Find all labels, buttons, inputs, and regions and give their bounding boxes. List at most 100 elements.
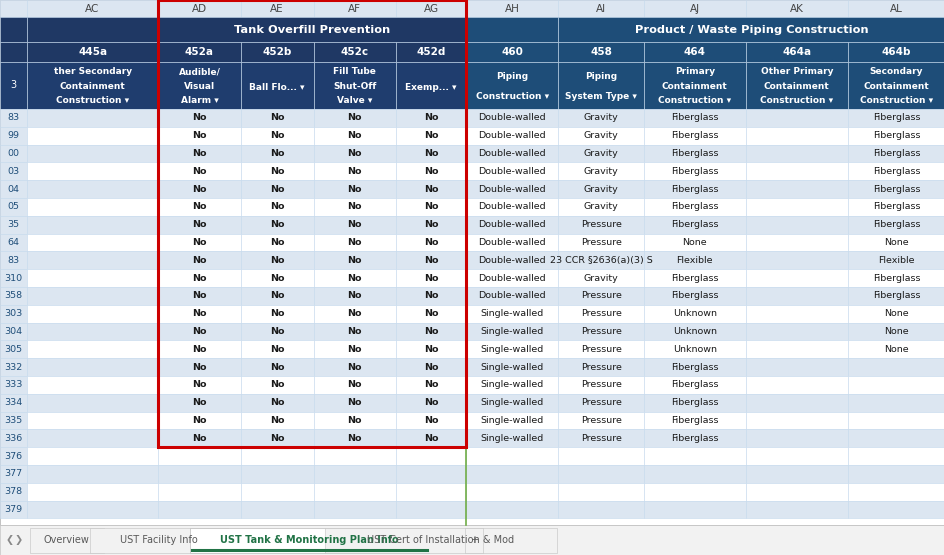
Bar <box>465 376 558 394</box>
Bar <box>643 430 745 447</box>
Bar <box>643 394 745 412</box>
Bar <box>558 322 643 340</box>
Bar <box>0 180 27 198</box>
Bar <box>325 527 556 552</box>
Bar <box>158 465 241 483</box>
Bar <box>558 394 643 412</box>
Bar <box>27 18 158 42</box>
Bar <box>558 358 643 376</box>
Bar <box>313 109 396 127</box>
Bar <box>396 322 465 340</box>
Bar <box>465 287 558 305</box>
Bar <box>396 376 465 394</box>
Text: Construction ▾: Construction ▾ <box>658 96 731 105</box>
Text: 23 CCR §2636(a)(3) S: 23 CCR §2636(a)(3) S <box>549 256 651 265</box>
Text: No: No <box>347 167 362 176</box>
Bar <box>465 109 558 127</box>
Text: Double-walled: Double-walled <box>478 274 546 282</box>
Text: No: No <box>270 416 284 425</box>
Bar <box>158 0 241 18</box>
Bar <box>27 127 158 145</box>
Bar <box>27 163 158 180</box>
Bar <box>27 501 158 518</box>
Bar <box>27 394 158 412</box>
Bar <box>313 180 396 198</box>
Text: No: No <box>270 309 284 318</box>
Text: AK: AK <box>789 4 803 14</box>
Text: Single-walled: Single-walled <box>480 434 544 443</box>
Bar <box>745 198 847 216</box>
Bar <box>0 216 27 234</box>
Bar <box>0 42 27 62</box>
Text: No: No <box>270 362 284 372</box>
Bar <box>396 198 465 216</box>
Bar <box>396 42 465 62</box>
Bar <box>558 305 643 322</box>
Bar <box>27 322 158 340</box>
Text: ❯: ❯ <box>15 535 23 545</box>
Bar <box>313 483 396 501</box>
Text: Double-walled: Double-walled <box>478 203 546 211</box>
Bar <box>396 180 465 198</box>
Bar <box>158 269 241 287</box>
Text: 310: 310 <box>5 274 23 282</box>
Text: Fiberglass: Fiberglass <box>871 203 919 211</box>
Bar <box>158 234 241 251</box>
Text: No: No <box>424 274 438 282</box>
Bar <box>465 340 558 358</box>
Bar <box>0 412 27 430</box>
Text: AI: AI <box>596 4 605 14</box>
Bar <box>643 163 745 180</box>
Text: No: No <box>424 113 438 123</box>
Text: Double-walled: Double-walled <box>478 149 546 158</box>
Bar <box>396 234 465 251</box>
Bar <box>396 269 465 287</box>
Bar <box>0 483 27 501</box>
Bar <box>745 305 847 322</box>
Text: No: No <box>270 149 284 158</box>
Text: 452b: 452b <box>262 47 292 57</box>
Bar <box>558 198 643 216</box>
Bar <box>643 483 745 501</box>
Bar <box>745 109 847 127</box>
Bar <box>558 340 643 358</box>
Text: No: No <box>347 238 362 247</box>
Text: Pressure: Pressure <box>580 380 621 390</box>
Bar <box>0 501 27 518</box>
Bar <box>396 145 465 163</box>
Bar <box>465 180 558 198</box>
Text: AE: AE <box>270 4 283 14</box>
Text: No: No <box>347 149 362 158</box>
Bar <box>27 109 158 127</box>
Bar <box>0 376 27 394</box>
Bar <box>745 145 847 163</box>
Text: Single-walled: Single-walled <box>480 362 544 372</box>
Bar <box>241 501 313 518</box>
Text: Fiberglass: Fiberglass <box>670 167 717 176</box>
Bar <box>847 465 944 483</box>
Text: Gravity: Gravity <box>583 274 617 282</box>
Bar <box>745 42 847 62</box>
Text: No: No <box>424 167 438 176</box>
Text: Pressure: Pressure <box>580 362 621 372</box>
Bar <box>396 62 465 109</box>
Text: Single-walled: Single-walled <box>480 327 544 336</box>
Bar <box>158 0 465 447</box>
Bar <box>158 322 241 340</box>
Text: AC: AC <box>85 4 100 14</box>
Bar <box>558 0 643 18</box>
Text: Pressure: Pressure <box>580 416 621 425</box>
Text: Fiberglass: Fiberglass <box>871 131 919 140</box>
Bar <box>27 234 158 251</box>
Text: 335: 335 <box>5 416 23 425</box>
Bar <box>158 430 241 447</box>
Text: Overview: Overview <box>43 535 90 545</box>
Bar <box>313 163 396 180</box>
Bar <box>396 0 465 18</box>
Bar <box>313 269 396 287</box>
Text: 464b: 464b <box>881 47 910 57</box>
Bar <box>158 216 241 234</box>
Text: 03: 03 <box>8 167 20 176</box>
Text: Containment: Containment <box>662 82 727 90</box>
Bar <box>643 251 745 269</box>
